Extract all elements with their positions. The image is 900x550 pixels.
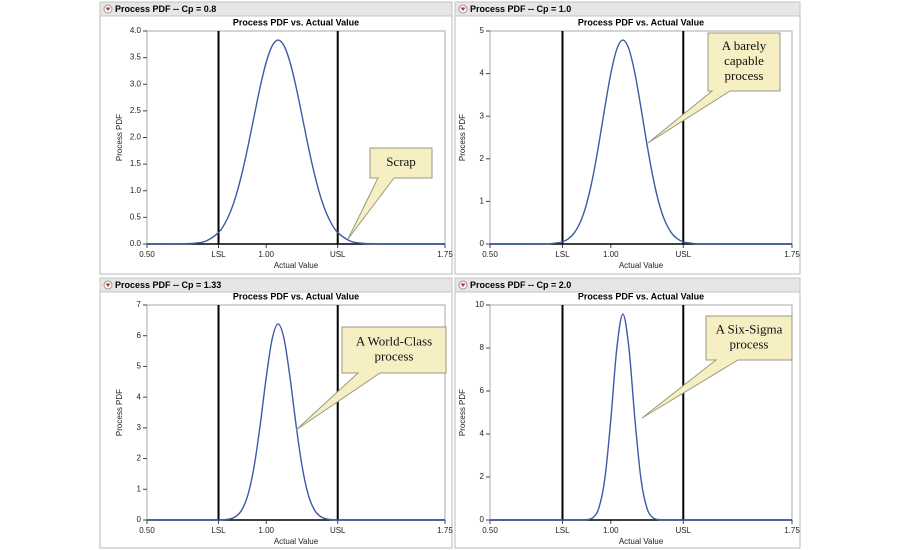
callout-text: process bbox=[375, 348, 414, 363]
callout-text: process bbox=[725, 68, 764, 83]
callout-text: Scrap bbox=[386, 154, 416, 169]
red-triangle[interactable] bbox=[460, 7, 466, 12]
callout bbox=[295, 326, 447, 431]
callout-text: A barely bbox=[722, 38, 767, 53]
x-tick-label: 1.75 bbox=[437, 526, 453, 535]
y-tick-label: 7 bbox=[137, 300, 142, 309]
x-tick-label: USL bbox=[330, 526, 346, 535]
y-tick-label: 0 bbox=[480, 515, 485, 524]
callout bbox=[647, 32, 781, 144]
panel-header bbox=[99, 1, 453, 17]
x-tick-label: LSL bbox=[211, 250, 226, 259]
y-tick-label: 2 bbox=[480, 472, 485, 481]
x-axis-label: Actual Value bbox=[619, 261, 664, 270]
x-tick-label: 0.50 bbox=[482, 250, 498, 259]
y-tick-label: 4 bbox=[480, 69, 485, 78]
panel-title: Process PDF -- Cp = 1.33 bbox=[115, 280, 221, 290]
panel-header bbox=[99, 277, 453, 293]
y-tick-label: 2 bbox=[480, 154, 485, 163]
x-tick-label: 1.00 bbox=[258, 526, 274, 535]
x-tick-label: 1.00 bbox=[258, 250, 274, 259]
x-tick-label: 0.50 bbox=[139, 250, 155, 259]
plot-area bbox=[146, 30, 446, 245]
panel-title: Process PDF -- Cp = 2.0 bbox=[470, 280, 571, 290]
x-tick-label: USL bbox=[675, 250, 691, 259]
y-axis-label: Process PDF bbox=[458, 389, 467, 436]
x-tick-label: 0.50 bbox=[482, 526, 498, 535]
y-tick-label: 0 bbox=[137, 515, 142, 524]
y-tick-label: 1.5 bbox=[130, 159, 142, 168]
x-tick-label: LSL bbox=[211, 526, 226, 535]
panel-header bbox=[454, 1, 801, 17]
x-tick-label: USL bbox=[330, 250, 346, 259]
x-tick-label: USL bbox=[675, 526, 691, 535]
callout bbox=[347, 147, 433, 240]
red-triangle[interactable] bbox=[105, 283, 111, 288]
y-tick-label: 3 bbox=[480, 111, 485, 120]
y-tick-label: 6 bbox=[137, 331, 142, 340]
y-tick-label: 5 bbox=[480, 26, 485, 35]
callout-text: process bbox=[730, 336, 769, 351]
x-tick-label: 1.00 bbox=[603, 250, 619, 259]
callout-text: A Six-Sigma bbox=[716, 321, 783, 336]
y-tick-label: 1 bbox=[480, 197, 485, 206]
panel-title: Process PDF -- Cp = 0.8 bbox=[115, 4, 216, 14]
y-axis-label: Process PDF bbox=[115, 114, 124, 161]
x-tick-label: 0.50 bbox=[139, 526, 155, 535]
pdf-curve bbox=[147, 39, 445, 245]
y-tick-label: 2.0 bbox=[130, 133, 142, 142]
y-axis-label: Process PDF bbox=[115, 389, 124, 436]
x-tick-label: 1.00 bbox=[603, 526, 619, 535]
callout-text: capable bbox=[724, 53, 764, 68]
x-axis-label: Actual Value bbox=[619, 537, 664, 546]
callout-text: A World-Class bbox=[356, 333, 432, 348]
x-tick-label: 1.75 bbox=[784, 250, 800, 259]
y-tick-label: 4 bbox=[480, 429, 485, 438]
chart-title: Process PDF vs. Actual Value bbox=[233, 17, 359, 27]
y-tick-label: 0.5 bbox=[130, 212, 142, 221]
y-tick-label: 8 bbox=[480, 343, 485, 352]
panel-header bbox=[454, 277, 801, 293]
y-tick-label: 0 bbox=[480, 239, 485, 248]
y-tick-label: 6 bbox=[480, 386, 485, 395]
y-tick-label: 2.5 bbox=[130, 106, 142, 115]
y-tick-label: 5 bbox=[137, 362, 142, 371]
red-triangle[interactable] bbox=[105, 7, 111, 12]
callout bbox=[641, 315, 793, 419]
y-tick-label: 1 bbox=[137, 484, 142, 493]
y-axis-label: Process PDF bbox=[458, 114, 467, 161]
red-triangle[interactable] bbox=[460, 283, 466, 288]
x-axis-label: Actual Value bbox=[274, 537, 319, 546]
pdf-curve bbox=[147, 323, 445, 521]
y-tick-label: 1.0 bbox=[130, 186, 142, 195]
chart-title: Process PDF vs. Actual Value bbox=[578, 291, 704, 301]
chart-title: Process PDF vs. Actual Value bbox=[233, 291, 359, 301]
chart-title: Process PDF vs. Actual Value bbox=[578, 17, 704, 27]
pdf-curve bbox=[490, 313, 792, 521]
y-tick-label: 4.0 bbox=[130, 26, 142, 35]
pdf-curve bbox=[490, 39, 792, 245]
x-tick-label: LSL bbox=[555, 526, 570, 535]
x-tick-label: 1.75 bbox=[784, 526, 800, 535]
y-tick-label: 2 bbox=[137, 454, 142, 463]
y-tick-label: 3 bbox=[137, 423, 142, 432]
x-tick-label: 1.75 bbox=[437, 250, 453, 259]
panel-title: Process PDF -- Cp = 1.0 bbox=[470, 4, 571, 14]
y-tick-label: 10 bbox=[475, 300, 484, 309]
y-tick-label: 3.5 bbox=[130, 53, 142, 62]
y-tick-label: 4 bbox=[137, 392, 142, 401]
x-tick-label: LSL bbox=[555, 250, 570, 259]
y-tick-label: 0.0 bbox=[130, 239, 142, 248]
y-tick-label: 3.0 bbox=[130, 79, 142, 88]
x-axis-label: Actual Value bbox=[274, 261, 319, 270]
